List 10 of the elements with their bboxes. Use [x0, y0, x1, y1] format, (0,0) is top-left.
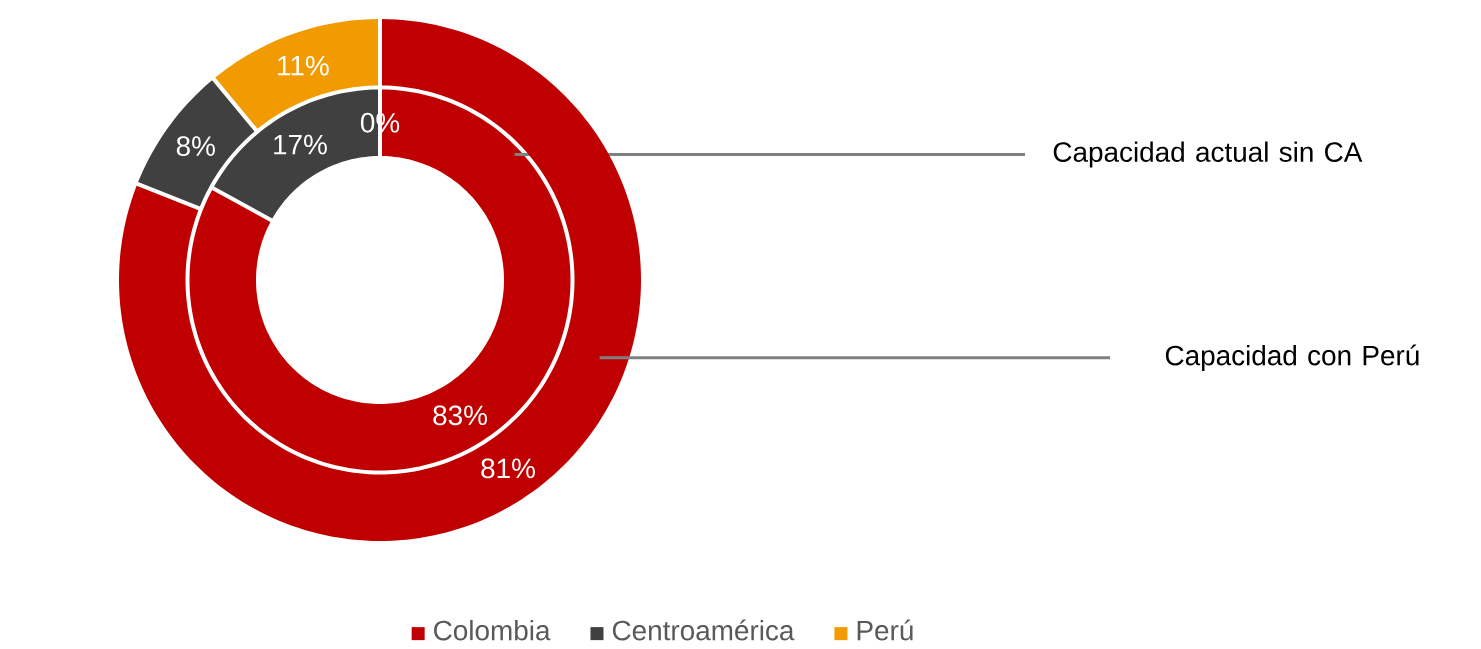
- legend-label: Perú: [857, 619, 913, 641]
- legend-label: Centroamérica: [612, 619, 795, 641]
- data-label: 83%: [433, 405, 487, 426]
- data-label: 17%: [274, 134, 327, 155]
- legend-label: Colombia: [434, 619, 551, 641]
- slice-label: Capacidad con Perú: [1165, 344, 1419, 371]
- slice-label: Capacidad actual sin CA: [1053, 141, 1363, 168]
- data-label: 11%: [278, 55, 329, 76]
- data-label: 8%: [176, 136, 215, 157]
- data-label: 81%: [481, 458, 535, 479]
